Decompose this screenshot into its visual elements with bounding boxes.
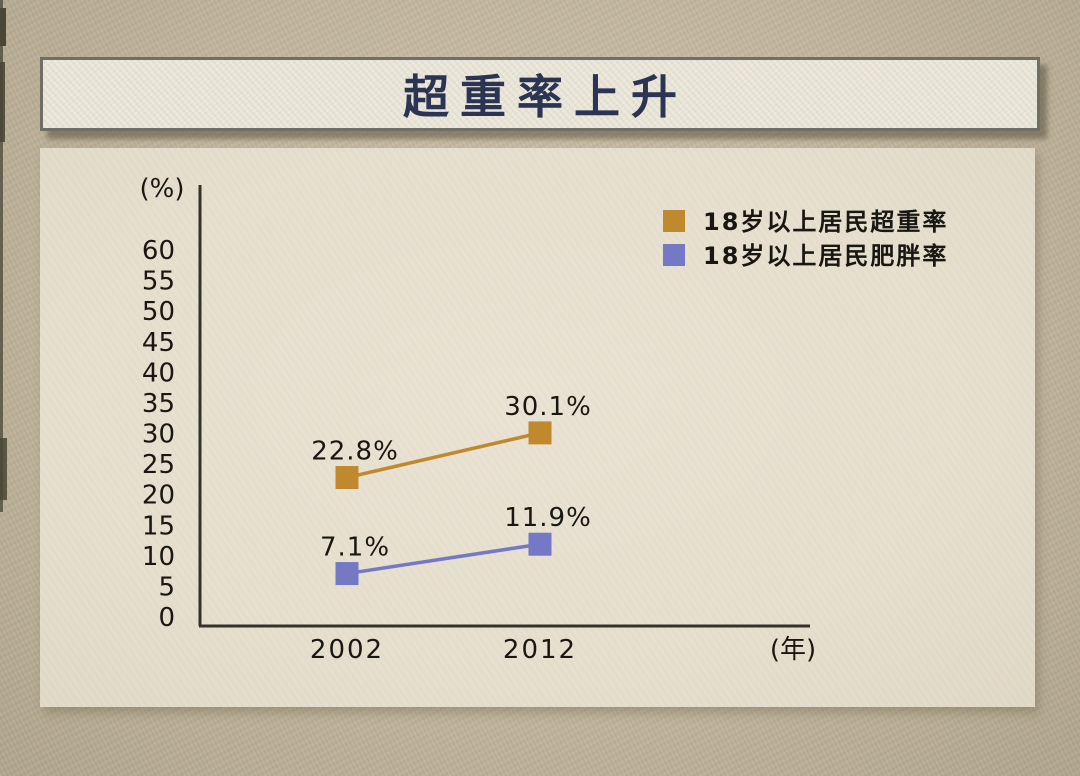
y-tick-label: 0 [158,603,175,633]
legend-label: 18岁以上居民超重率 [703,208,948,236]
data-point-marker [528,421,552,445]
y-tick-label: 20 [142,481,175,511]
data-point-marker [528,532,552,556]
series-line [346,431,541,480]
series-line [346,542,541,576]
y-tick-label: 5 [158,572,175,602]
y-axis-unit-label: (%) [140,174,185,204]
x-tick-label: 2002 [310,635,384,665]
x-tick-label: 2012 [503,635,577,665]
x-axis-unit-label: (年) [770,635,816,665]
data-point-label: 30.1% [504,392,592,422]
paper-edge-mark [0,62,5,142]
y-tick-label: 10 [142,542,175,572]
data-point-label: 22.8% [311,437,399,467]
y-tick-label: 55 [142,267,175,297]
data-point-label: 7.1% [320,533,390,563]
legend-swatch [663,244,685,266]
y-tick-label: 35 [142,389,175,419]
y-tick-label: 25 [142,450,175,480]
legend-swatch [663,210,685,232]
data-point-marker [335,466,359,490]
paper-edge-mark [0,438,7,500]
y-tick-label: 60 [142,236,175,266]
paper-edge-strip [0,0,3,512]
y-tick-label: 40 [142,358,175,388]
chart-panel: (%) 0 5 10 15 20 25 30 35 40 45 50 55 60 2002 2012 (年) 18… [40,148,1035,707]
y-tick-label: 50 [142,297,175,327]
data-point-label: 11.9% [504,503,592,533]
y-tick-label: 30 [142,420,175,450]
y-tick-label: 15 [142,511,175,541]
paper-edge-mark [0,8,6,46]
legend-label: 18岁以上居民肥胖率 [703,242,948,270]
y-tick-label: 45 [142,328,175,358]
title-bar: 超重率上升 [40,57,1040,131]
slide-title: 超重率上升 [403,70,688,124]
data-point-marker [335,562,359,586]
